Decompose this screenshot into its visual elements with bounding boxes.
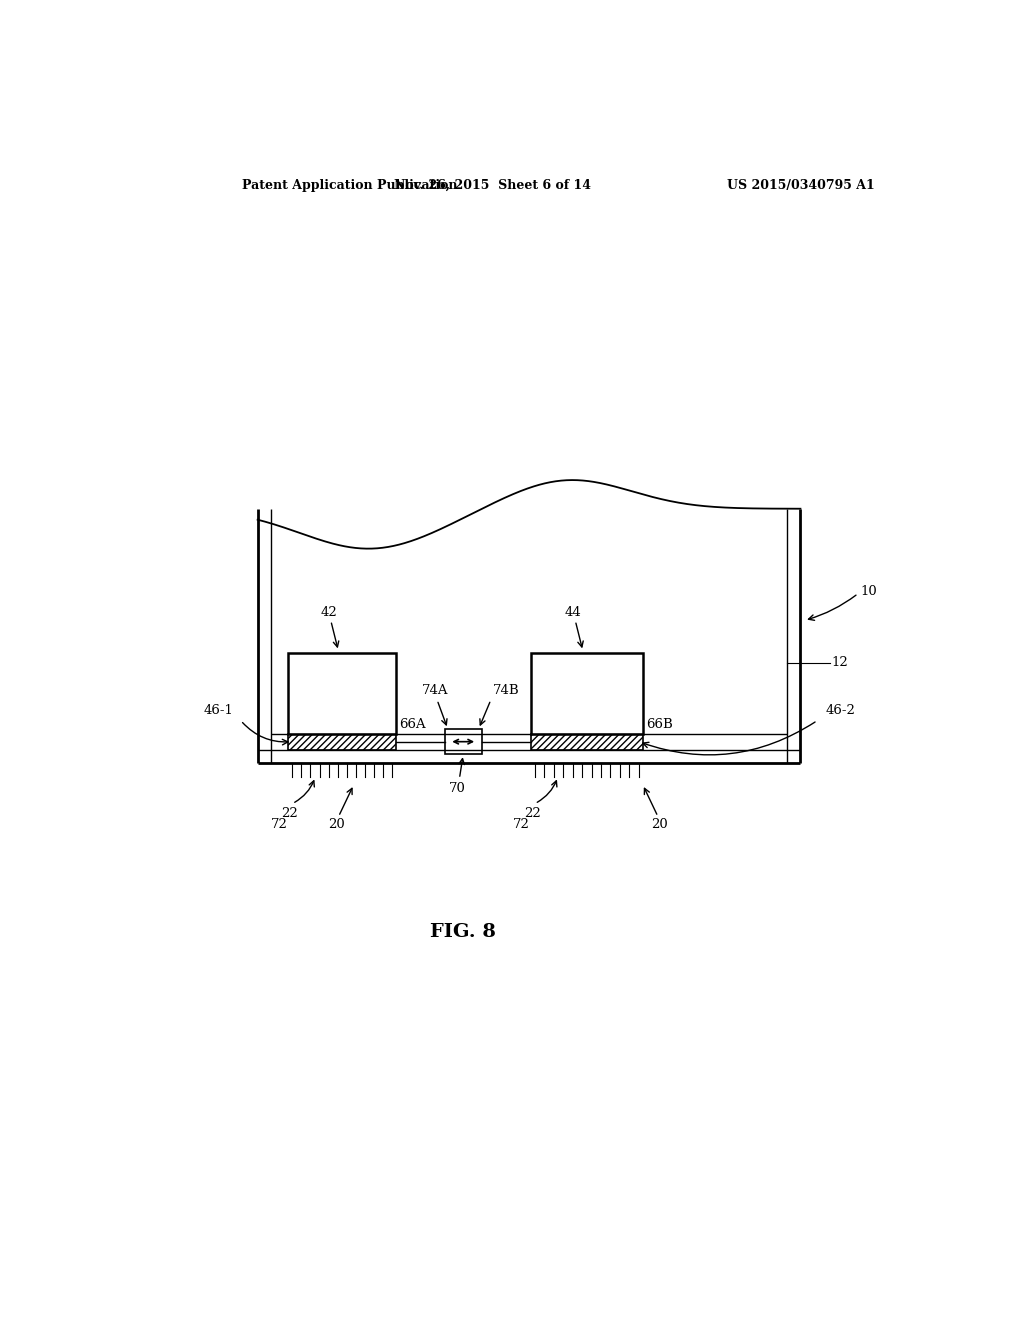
- Bar: [531, 653, 643, 734]
- Text: FIG. 8: FIG. 8: [430, 923, 497, 941]
- Text: 22: 22: [282, 807, 298, 820]
- Text: 20: 20: [328, 818, 344, 832]
- Text: 10: 10: [860, 585, 878, 598]
- Bar: [289, 653, 396, 734]
- Text: US 2015/0340795 A1: US 2015/0340795 A1: [727, 178, 874, 191]
- Text: 74A: 74A: [422, 684, 449, 697]
- Text: 22: 22: [524, 807, 541, 820]
- Text: 72: 72: [270, 818, 288, 832]
- Text: 74B: 74B: [493, 684, 519, 697]
- Text: 72: 72: [513, 818, 530, 832]
- Text: 12: 12: [831, 656, 848, 669]
- Text: 46-2: 46-2: [825, 704, 855, 717]
- Text: 66B: 66B: [646, 718, 673, 730]
- Text: Nov. 26, 2015  Sheet 6 of 14: Nov. 26, 2015 Sheet 6 of 14: [394, 178, 591, 191]
- Text: 42: 42: [321, 606, 337, 619]
- Text: 46-1: 46-1: [203, 704, 233, 717]
- Text: Patent Application Publication: Patent Application Publication: [243, 178, 458, 191]
- Text: 66A: 66A: [399, 718, 426, 730]
- Text: 44: 44: [564, 606, 582, 619]
- Bar: [531, 734, 643, 750]
- Bar: [289, 734, 396, 750]
- Text: 70: 70: [450, 781, 466, 795]
- Text: 20: 20: [651, 818, 668, 832]
- Bar: [444, 729, 481, 755]
